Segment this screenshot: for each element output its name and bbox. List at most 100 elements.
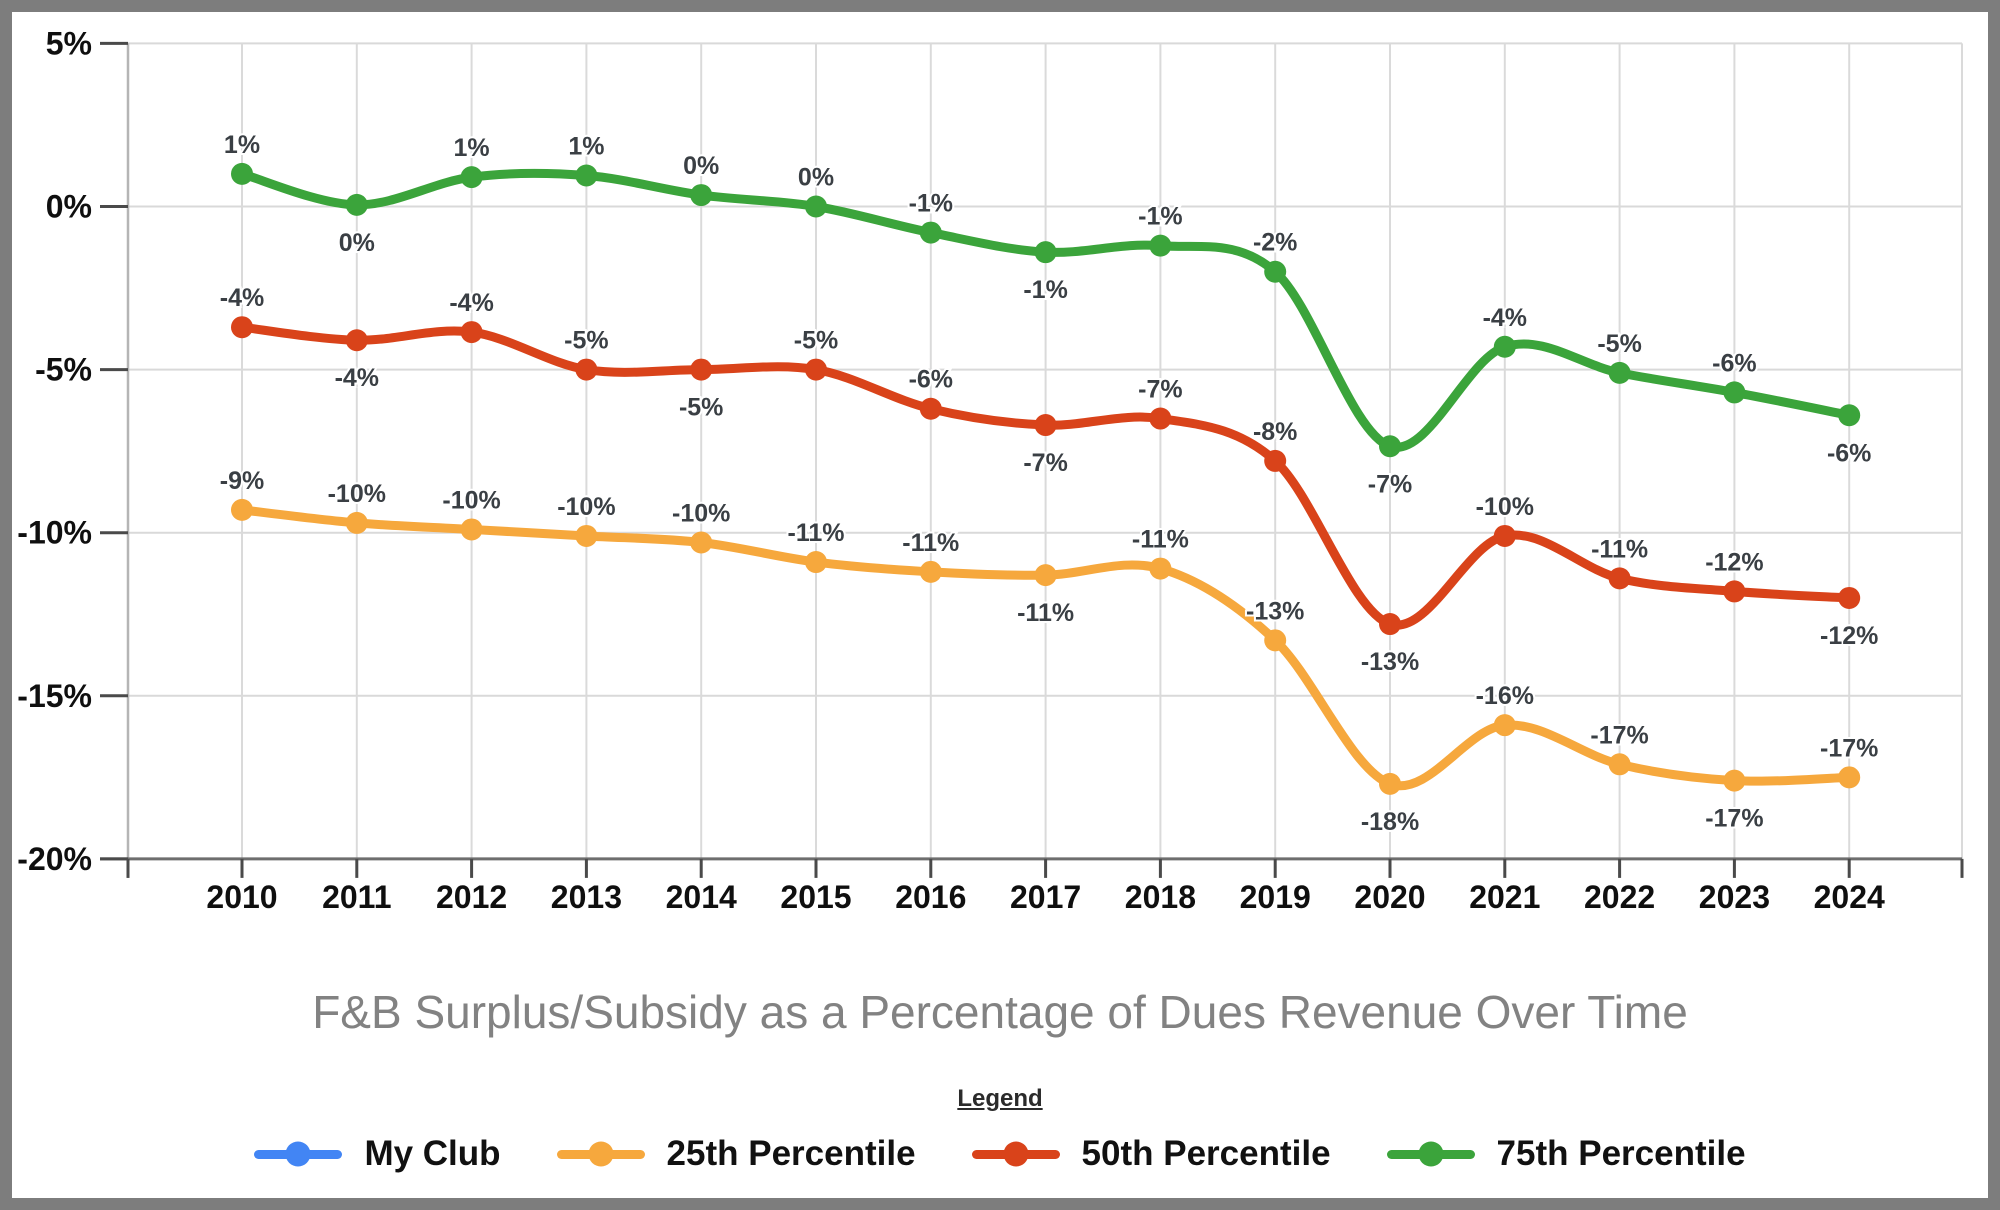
data-point-label: -10% <box>1476 493 1534 521</box>
series-75th-percentile <box>231 162 1861 458</box>
x-axis-tick-label: 2016 <box>895 879 966 915</box>
data-point-label: -6% <box>909 366 953 394</box>
legend-label: 75th Percentile <box>1496 1134 1746 1173</box>
data-point-label: -4% <box>335 364 379 392</box>
x-axis-tick-label: 2020 <box>1354 879 1425 915</box>
data-point-label: -13% <box>1246 597 1304 625</box>
x-axis-tick-label: 2023 <box>1699 879 1770 915</box>
data-point <box>1723 580 1746 603</box>
data-point <box>919 221 942 244</box>
x-axis-tick-label: 2014 <box>666 879 737 915</box>
data-point <box>575 164 598 187</box>
axes <box>100 41 1964 878</box>
data-point <box>1264 449 1287 472</box>
data-point <box>1264 629 1287 652</box>
y-axis-tick-label: 5% <box>46 25 92 61</box>
chart-title: F&B Surplus/Subsidy as a Percentage of D… <box>312 986 1688 1038</box>
y-axis-tick-label: 0% <box>46 189 92 225</box>
data-point <box>1149 234 1172 257</box>
y-axis-tick-label: -5% <box>35 352 92 388</box>
x-axis-tick-label: 2010 <box>206 879 277 915</box>
legend-item-my-club: My Club <box>254 1134 501 1174</box>
legend-item-25th-percentile: 25th Percentile <box>556 1134 916 1174</box>
data-point <box>1379 613 1401 636</box>
data-point-label: -17% <box>1705 805 1763 833</box>
data-point <box>1264 260 1287 283</box>
data-point <box>919 560 942 583</box>
data-point <box>1493 714 1516 737</box>
x-axis-tick-label: 2022 <box>1584 879 1655 915</box>
data-point-label: -4% <box>449 289 493 317</box>
legend-item-75th-percentile: 75th Percentile <box>1386 1134 1746 1174</box>
data-point-label: -17% <box>1590 721 1648 749</box>
data-point-label: 1% <box>454 134 490 162</box>
legend-title: Legend <box>957 1085 1043 1112</box>
data-point <box>345 193 368 216</box>
data-point <box>805 551 827 574</box>
data-point <box>460 166 483 189</box>
data-point <box>919 397 942 420</box>
x-axis-tick-label: 2015 <box>780 879 851 915</box>
data-point-label: -9% <box>220 467 264 495</box>
x-axis-tick-label: 2017 <box>1010 879 1081 915</box>
legend-label: 25th Percentile <box>666 1134 916 1173</box>
data-point-label: -1% <box>1138 203 1182 231</box>
data-point <box>1493 335 1516 358</box>
data-point-label: -12% <box>1820 622 1878 650</box>
data-point-label: -7% <box>1368 470 1412 498</box>
data-point <box>1608 567 1631 590</box>
data-labels: -9% -10% -10% -10% -10% -11% -11% -11% -11% -13% -… <box>218 129 1881 838</box>
y-axis-tick-label: -20% <box>17 841 92 877</box>
data-point <box>575 358 598 381</box>
25th-percentile-dot-icon <box>588 1141 614 1167</box>
data-point <box>231 498 253 521</box>
data-point <box>805 358 827 381</box>
75th-percentile-line-marker-icon <box>1386 1141 1475 1167</box>
my-club-dot-icon <box>285 1141 311 1167</box>
data-point <box>1723 769 1746 792</box>
data-point-label: -7% <box>1023 449 1067 477</box>
data-point <box>231 162 253 185</box>
data-point <box>1379 772 1401 795</box>
legend-item-50th-percentile: 50th Percentile <box>971 1134 1331 1174</box>
x-axis-tick-label: 2013 <box>551 879 622 915</box>
data-point-label: -13% <box>1361 648 1419 676</box>
data-point <box>231 316 253 339</box>
axis-labels: 5% 0% -5% -10% -15% -20% 2010 2011 2012 2013 2014 2… <box>17 25 1885 915</box>
data-point-label: -4% <box>220 284 264 312</box>
x-axis-tick-label: 2011 <box>322 879 391 915</box>
data-point <box>460 518 483 541</box>
legend-label: 50th Percentile <box>1081 1134 1331 1173</box>
data-point <box>1838 404 1861 427</box>
50th-percentile-line-marker-icon <box>971 1141 1060 1167</box>
my-club-line-marker-icon <box>254 1141 343 1167</box>
data-point-label: -11% <box>1591 535 1648 563</box>
data-point-label: -5% <box>1597 330 1641 358</box>
data-point-label: 0% <box>798 164 834 192</box>
data-point <box>690 358 713 381</box>
data-point-label: -5% <box>679 394 723 422</box>
legend-label: My Club <box>364 1134 501 1173</box>
y-axis-tick-label: -15% <box>17 678 92 714</box>
x-axis-tick-label: 2019 <box>1240 879 1311 915</box>
data-point-label: -5% <box>794 327 838 355</box>
data-point-label: -1% <box>909 190 953 218</box>
data-point <box>1608 361 1631 384</box>
series-25th-percentile <box>231 498 1861 795</box>
data-point-label: -10% <box>557 493 615 521</box>
data-point-label: 1% <box>568 133 604 161</box>
data-point-label: -11% <box>902 529 959 557</box>
data-point <box>1608 753 1631 776</box>
x-axis-tick-label: 2021 <box>1469 879 1540 915</box>
data-point <box>1493 524 1516 547</box>
data-point-label: -6% <box>1827 439 1871 467</box>
legend: My Club 25th Percentile 50th Percentile … <box>12 1134 1988 1174</box>
x-axis-tick-label: 2018 <box>1125 879 1196 915</box>
series-lines <box>231 162 1861 795</box>
x-axis-tick-label: 2012 <box>436 879 507 915</box>
data-point-label: -2% <box>1253 229 1297 257</box>
data-point-label: -7% <box>1138 376 1182 404</box>
data-point-label: -10% <box>672 499 730 527</box>
